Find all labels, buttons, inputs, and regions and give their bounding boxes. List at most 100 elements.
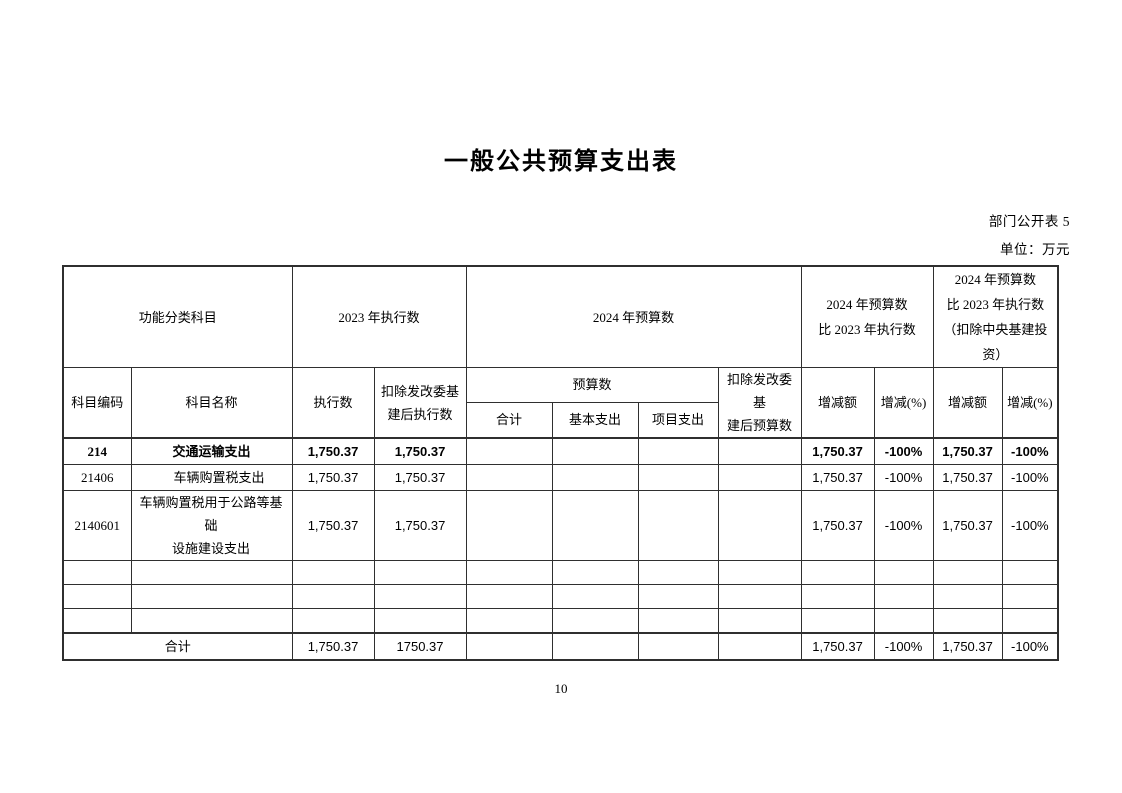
header-group-compare-excl: 2024 年预算数 比 2023 年执行数 （扣除中央基建投 资） [932, 265, 1059, 368]
cell-pct2: -100% [1001, 490, 1059, 561]
cell-budget-excl [717, 490, 802, 561]
cell-pct1: -100% [873, 490, 934, 561]
cell-name: 车辆购置税支出 [130, 464, 293, 491]
cell-delta1: 1,750.37 [800, 490, 875, 561]
empty-cell [637, 608, 719, 634]
header-group-exec-2023: 2023 年执行数 [291, 265, 467, 368]
header-col-delta-pct: 增减(%) [873, 367, 934, 439]
header-col-exec-excl: 扣除发改委基 建后执行数 [373, 367, 467, 439]
budget-table: 功能分类科目 2023 年执行数 2024 年预算数 2024 年预算数 比 2… [62, 265, 1060, 661]
empty-cell [1001, 584, 1059, 609]
cell-code: 2140601 [62, 490, 132, 561]
header-col-name: 科目名称 [130, 367, 293, 439]
empty-cell [373, 560, 467, 585]
cell-pct1: -100% [873, 464, 934, 491]
empty-cell [130, 608, 293, 634]
cell-project [637, 464, 719, 491]
cell-budget-total [465, 437, 553, 465]
cell-budget-excl [717, 632, 802, 661]
header-group-budget-2024: 2024 年预算数 [465, 265, 802, 368]
header-col-delta2: 增减额 [932, 367, 1003, 439]
empty-cell [62, 584, 132, 609]
cell-budget-total [465, 490, 553, 561]
cell-code: 21406 [62, 464, 132, 491]
cell-budget-total [465, 464, 553, 491]
cell-pct1: -100% [873, 632, 934, 661]
empty-cell [1001, 608, 1059, 634]
table-row [62, 560, 1059, 585]
cell-delta2: 1,750.37 [932, 490, 1003, 561]
cell-code: 214 [62, 437, 132, 465]
empty-cell [932, 608, 1003, 634]
empty-cell [291, 560, 375, 585]
table-row: 2140601 车辆购置税用于公路等基础 设施建设支出 1,750.37 1,7… [62, 490, 1059, 561]
budget-table-container: 功能分类科目 2023 年执行数 2024 年预算数 2024 年预算数 比 2… [62, 265, 1060, 661]
empty-cell [130, 560, 293, 585]
header-row-groups: 功能分类科目 2023 年执行数 2024 年预算数 2024 年预算数 比 2… [62, 265, 1059, 368]
unit-label: 单位：万元 [1000, 242, 1070, 257]
page-title: 一般公共预算支出表 [444, 148, 678, 175]
cell-exec: 1,750.37 [291, 632, 375, 661]
header-col-delta2-pct: 增减(%) [1001, 367, 1059, 439]
cell-delta1: 1,750.37 [800, 437, 875, 465]
header-subcol-basic: 基本支出 [551, 401, 639, 439]
empty-cell [551, 560, 639, 585]
header-col-budget-excl: 扣除发改委基 建后预算数 [717, 367, 802, 439]
table-row [62, 584, 1059, 609]
cell-pct1: -100% [873, 437, 934, 465]
cell-project [637, 632, 719, 661]
empty-cell [373, 584, 467, 609]
empty-cell [800, 608, 875, 634]
empty-cell [800, 560, 875, 585]
empty-cell [637, 584, 719, 609]
cell-basic [551, 437, 639, 465]
cell-pct2: -100% [1001, 437, 1059, 465]
empty-cell [873, 560, 934, 585]
header-subcol-total: 合计 [465, 401, 553, 439]
doc-label: 部门公开表 5 [988, 214, 1070, 229]
cell-delta2: 1,750.37 [932, 464, 1003, 491]
cell-budget-excl [717, 437, 802, 465]
cell-delta1: 1,750.37 [800, 632, 875, 661]
header-col-exec: 执行数 [291, 367, 375, 439]
empty-cell [717, 584, 802, 609]
header-col-budget: 预算数 [465, 367, 719, 403]
cell-exec-excl: 1,750.37 [373, 437, 467, 465]
empty-cell [717, 560, 802, 585]
cell-basic [551, 632, 639, 661]
empty-cell [637, 560, 719, 585]
cell-project [637, 437, 719, 465]
empty-cell [130, 584, 293, 609]
cell-name: 车辆购置税用于公路等基础 设施建设支出 [130, 490, 293, 561]
empty-cell [62, 608, 132, 634]
empty-cell [291, 608, 375, 634]
cell-exec-excl: 1750.37 [373, 632, 467, 661]
header-row-subcolumns: 合计 基本支出 项目支出 [63, 401, 1058, 439]
empty-cell [465, 608, 553, 634]
empty-cell [465, 584, 553, 609]
cell-delta2: 1,750.37 [932, 437, 1003, 465]
cell-budget-excl [717, 464, 802, 491]
empty-cell [873, 584, 934, 609]
cell-exec-excl: 1,750.37 [373, 490, 467, 561]
cell-exec: 1,750.37 [291, 490, 375, 561]
table-row: 214 交通运输支出 1,750.37 1,750.37 1,750.37 -1… [62, 437, 1059, 465]
total-row: 合计 1,750.37 1750.37 1,750.37 -100% 1,750… [62, 632, 1059, 661]
cell-basic [551, 490, 639, 561]
table-row [62, 608, 1059, 634]
empty-cell [932, 560, 1003, 585]
cell-project [637, 490, 719, 561]
cell-exec-excl: 1,750.37 [373, 464, 467, 491]
empty-cell [373, 608, 467, 634]
cell-pct2: -100% [1001, 464, 1059, 491]
empty-cell [62, 560, 132, 585]
empty-cell [717, 608, 802, 634]
header-row-columns: 科目编码 科目名称 执行数 扣除发改委基 建后执行数 预算数 扣除发改委基 建后… [62, 367, 1059, 439]
header-group-compare: 2024 年预算数 比 2023 年执行数 [800, 265, 934, 368]
empty-cell [551, 608, 639, 634]
total-label: 合计 [62, 632, 293, 661]
cell-name: 交通运输支出 [130, 437, 293, 465]
empty-cell [932, 584, 1003, 609]
empty-cell [873, 608, 934, 634]
table-row: 21406 车辆购置税支出 1,750.37 1,750.37 1,750.37… [62, 464, 1059, 491]
